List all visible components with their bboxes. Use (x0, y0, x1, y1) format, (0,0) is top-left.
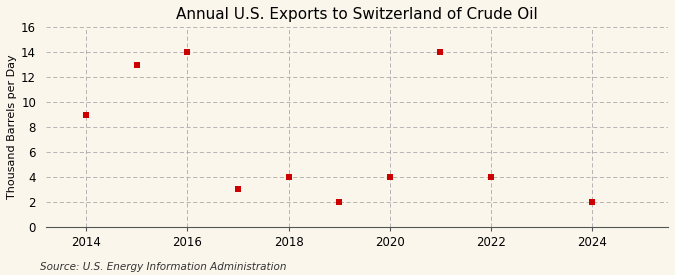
Point (485, 175, 496, 179)
Point (81, 112, 92, 117)
Y-axis label: Thousand Barrels per Day: Thousand Barrels per Day (7, 55, 17, 199)
Point (182, 50, 193, 54)
Point (587, 200, 597, 204)
Point (284, 175, 294, 179)
Point (435, 50, 446, 54)
Point (233, 187, 244, 192)
Text: Source: U.S. Energy Information Administration: Source: U.S. Energy Information Administ… (40, 262, 287, 272)
Title: Annual U.S. Exports to Switzerland of Crude Oil: Annual U.S. Exports to Switzerland of Cr… (176, 7, 538, 22)
Point (132, 62, 142, 67)
Point (385, 175, 396, 179)
Point (334, 200, 345, 204)
